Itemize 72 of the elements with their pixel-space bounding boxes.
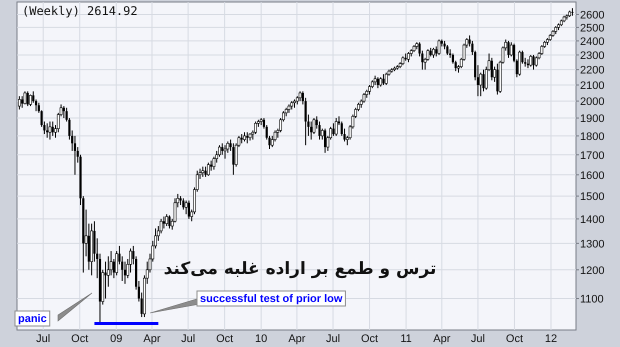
x-tick-label: Jul [470, 333, 485, 345]
y-tick-label: 1100 [580, 294, 604, 306]
candlestick [206, 162, 210, 176]
candlestick [224, 144, 226, 160]
candlestick [232, 142, 234, 176]
x-tick-label: Oct [506, 333, 524, 345]
x-tick-label: Apr [143, 333, 161, 345]
candlestick [168, 214, 171, 229]
candlestick [529, 54, 532, 68]
candlestick [298, 90, 302, 102]
candlestick [243, 132, 246, 142]
candlestick [374, 75, 377, 86]
candlestick [446, 44, 448, 56]
candlestick [184, 200, 188, 215]
y-tick-label: 1500 [580, 191, 604, 204]
x-tick-label: Jul [326, 333, 340, 345]
candlestick [518, 50, 522, 76]
y-tick-label: 2400 [580, 36, 604, 48]
candlestick [482, 69, 485, 92]
candlestick [490, 57, 493, 81]
candlestick [407, 52, 410, 63]
y-tick-label: 1800 [580, 130, 604, 143]
candlestick [26, 90, 29, 107]
y-tick-label: 2200 [580, 64, 604, 77]
y-tick-label: 2300 [580, 50, 604, 62]
candlestick [334, 118, 338, 136]
x-tick-label: Jul [181, 333, 196, 345]
candlestick [29, 94, 32, 107]
annotation: ترس و طمع بر اراده غلبه می‌کند [164, 259, 436, 279]
x-tick-label: Oct [71, 333, 88, 345]
annotation: successful test of prior low [200, 293, 343, 305]
candlestick [204, 166, 207, 178]
x-tick-label: 10 [255, 333, 268, 345]
y-tick-label: 2100 [580, 80, 604, 92]
y-tick-label: 2600 [580, 9, 604, 22]
candlestick [24, 90, 26, 105]
y-tick-label: 1400 [580, 214, 604, 226]
candlestick [182, 198, 184, 210]
candlestick [240, 134, 243, 144]
candlestick [48, 121, 52, 140]
candlestick [540, 44, 544, 56]
y-tick-label: 1200 [580, 264, 604, 277]
x-tick-label: Apr [433, 333, 451, 345]
candlestick [52, 121, 54, 136]
x-tick-label: 12 [544, 333, 558, 345]
candlestick [432, 47, 435, 58]
candlestick [368, 84, 371, 96]
y-tick-label: 1300 [580, 238, 604, 250]
y-tick-label: 2500 [580, 22, 604, 34]
y-tick-label: 2000 [580, 96, 604, 108]
x-tick-label: 09 [110, 333, 122, 345]
y-tick-label: 1600 [580, 170, 604, 182]
y-tick-label: 1700 [580, 150, 604, 162]
candlestick [246, 132, 248, 144]
x-tick-label: 11 [400, 333, 412, 345]
x-tick-label: Oct [216, 333, 234, 345]
candlestick [165, 214, 168, 227]
chart-title: (Weekly) 2614.92 [22, 4, 138, 18]
candlestick [438, 39, 440, 56]
candlestick [62, 106, 65, 119]
candlestick [21, 96, 24, 108]
x-tick-label: Apr [288, 333, 306, 345]
candlestick [379, 76, 382, 88]
x-tick-label: Jul [36, 333, 50, 345]
candlestick [46, 122, 48, 138]
annotation: panic [18, 313, 47, 325]
candlestick [324, 128, 326, 154]
y-tick-label: 1900 [580, 113, 604, 126]
x-tick-label: Oct [360, 333, 378, 345]
candlestick [496, 63, 498, 96]
candlestick [534, 56, 538, 68]
candlestick [221, 142, 224, 156]
